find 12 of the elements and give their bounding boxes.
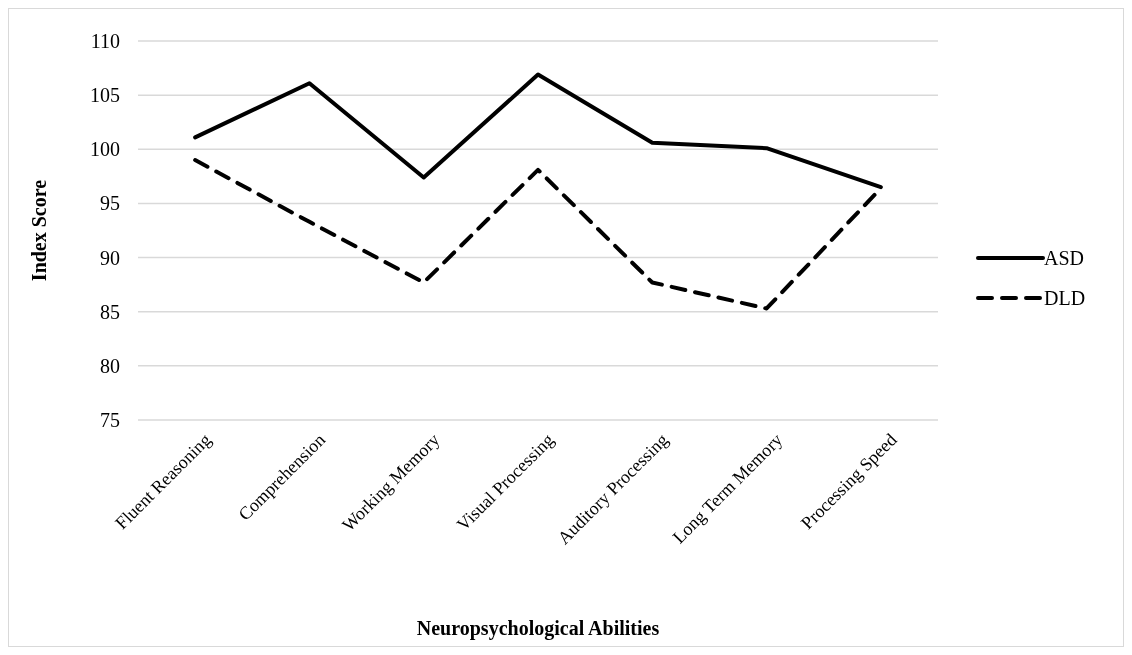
y-tick-label: 105 — [90, 84, 120, 107]
y-tick-label: 75 — [100, 409, 120, 431]
y-axis-title: Index Score — [28, 179, 50, 282]
legend-label: DLD — [1044, 287, 1086, 309]
legend-label: ASD — [1044, 247, 1085, 269]
y-tick-label: 80 — [100, 354, 120, 377]
x-axis-title: Neuropsychological Abilities — [416, 617, 660, 640]
y-tick-label: 90 — [100, 246, 120, 269]
y-tick-label: 100 — [90, 138, 120, 161]
y-tick-label: 85 — [100, 300, 120, 323]
y-tick-label: 110 — [90, 30, 120, 52]
y-tick-label: 95 — [100, 192, 120, 215]
